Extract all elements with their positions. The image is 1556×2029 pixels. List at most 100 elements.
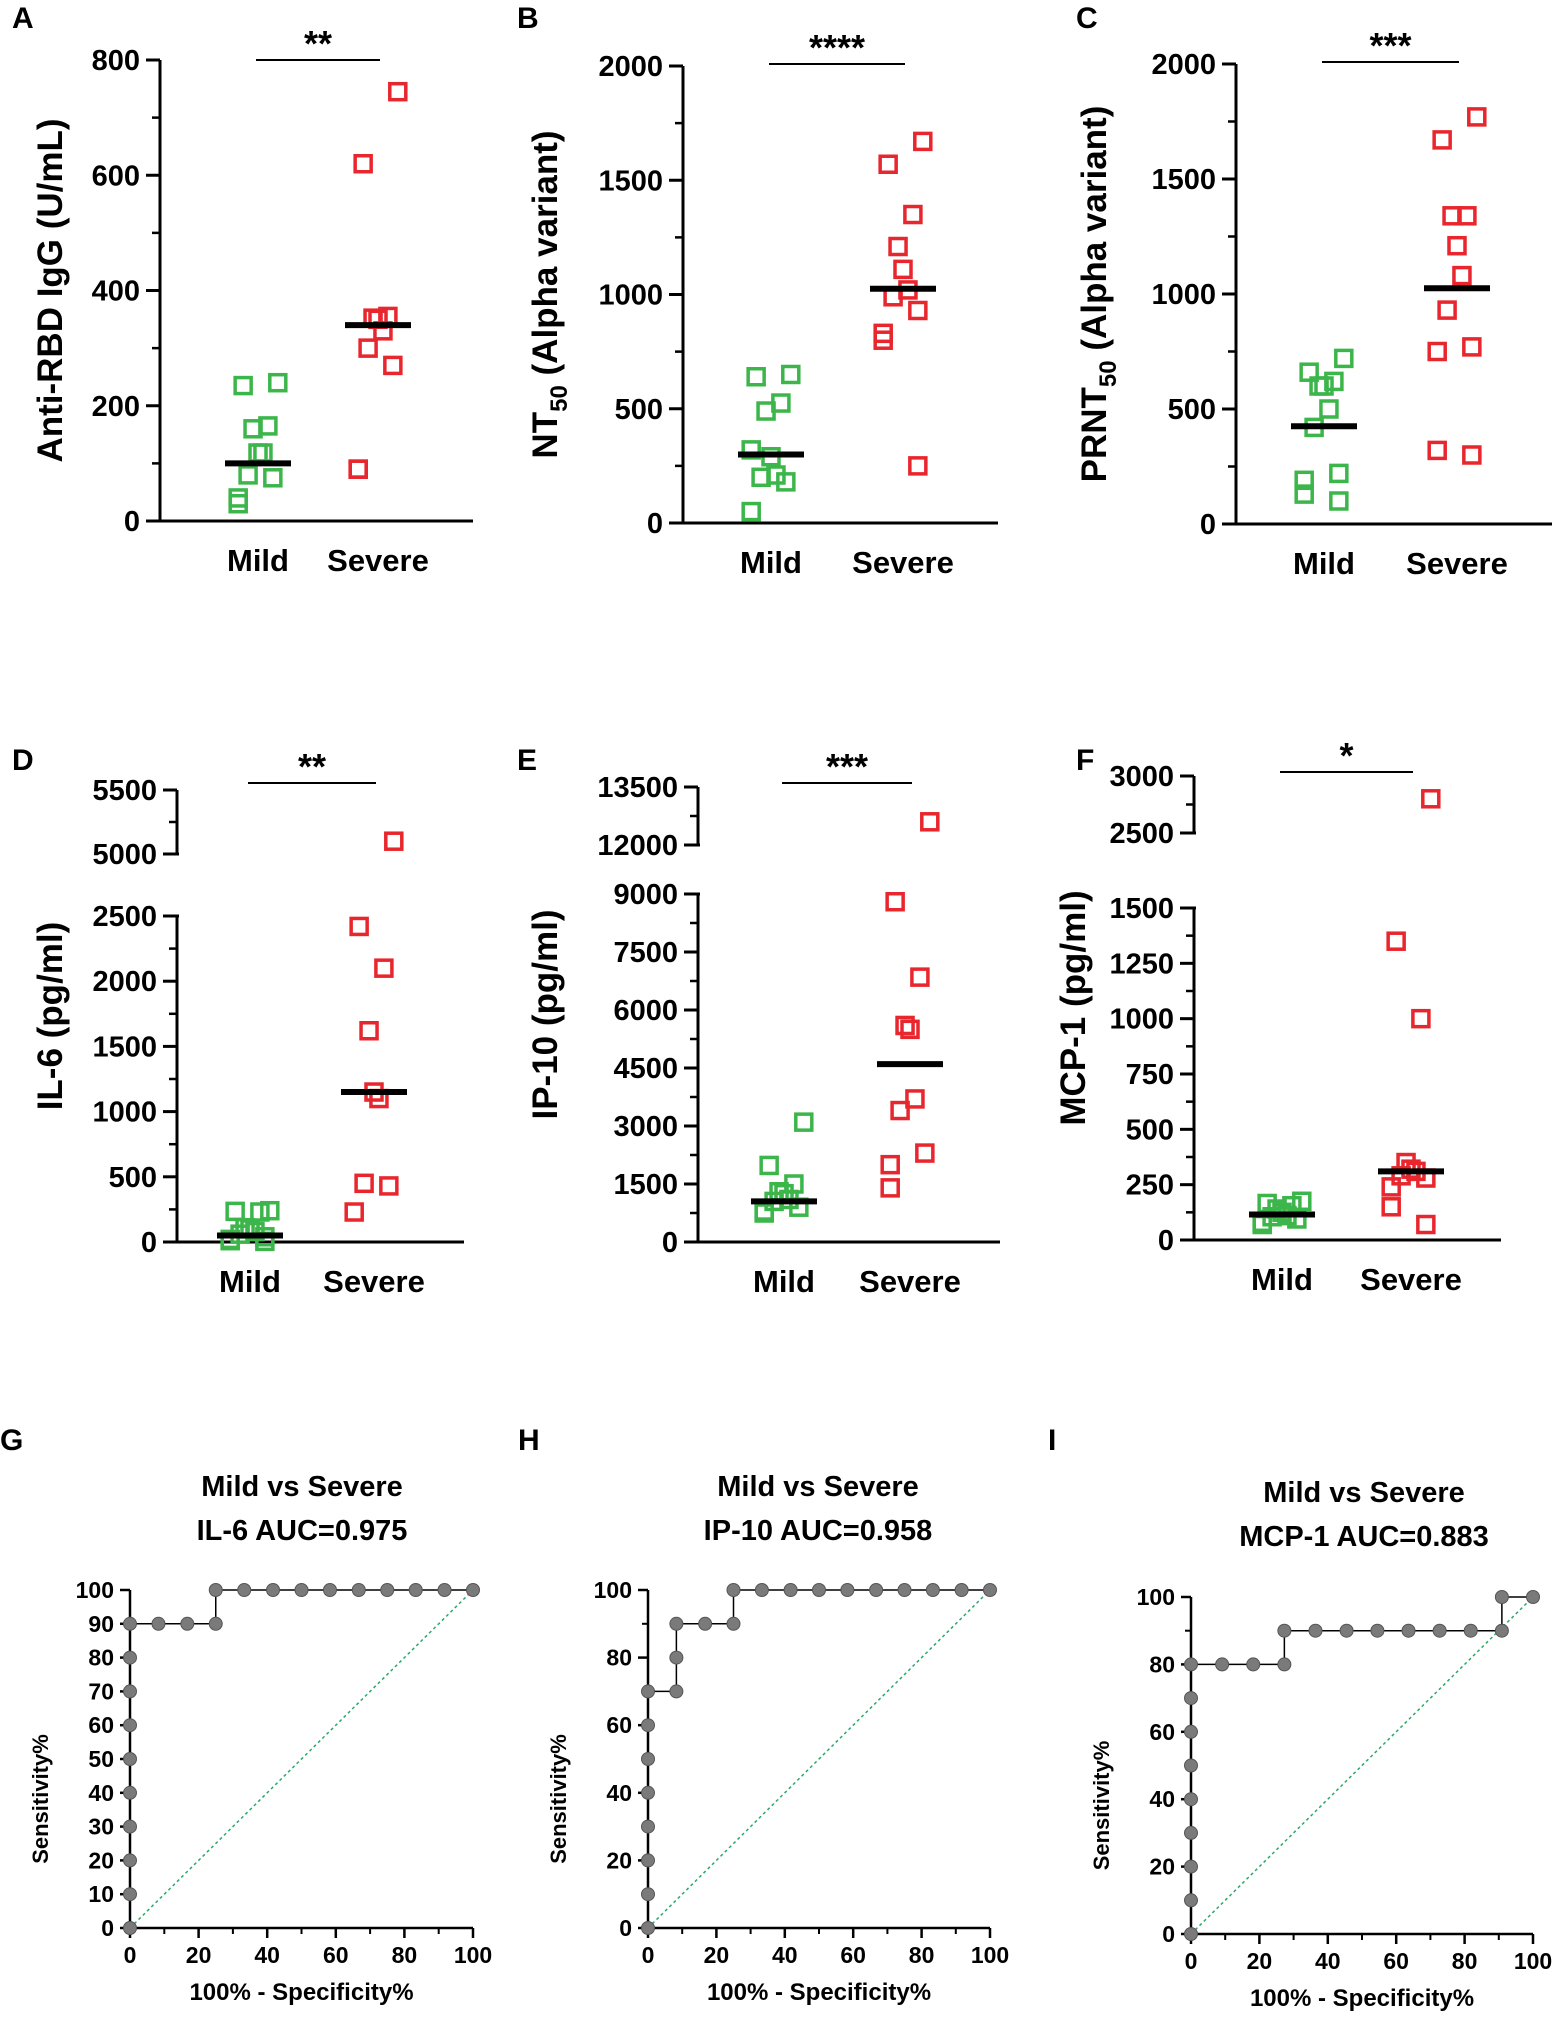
roc-point <box>840 1583 855 1597</box>
data-point-severe <box>910 967 930 987</box>
data-point-severe <box>374 958 394 978</box>
x-tick-label: 60 <box>840 1942 866 1968</box>
roc-point <box>812 1583 826 1597</box>
y-tick-label: 0 <box>124 506 140 538</box>
x-category-label: Mild <box>1293 546 1355 581</box>
y-tick-label: 0 <box>662 1227 678 1259</box>
panel-letter: F <box>1076 744 1094 777</box>
data-point-mild <box>1329 491 1349 511</box>
roc-point <box>641 1887 655 1902</box>
y-tick-label: 5500 <box>92 775 157 807</box>
data-point-severe <box>359 1021 379 1041</box>
y-tick-label: 2500 <box>92 901 157 933</box>
significance-stars: *** <box>1369 25 1411 66</box>
roc-point <box>123 1785 137 1800</box>
data-point-severe <box>903 204 923 225</box>
y-tick-label: 0 <box>1158 1225 1174 1257</box>
x-tick-label: 60 <box>323 1942 349 1968</box>
data-point-severe <box>1447 235 1467 256</box>
x-category-label: Mild <box>227 543 289 578</box>
roc-point <box>1494 1623 1509 1638</box>
y-tick-label: 40 <box>88 1780 114 1806</box>
x-tick-label: 100 <box>1514 1948 1552 1974</box>
roc-point <box>1370 1623 1385 1638</box>
data-point-mild <box>260 1200 280 1221</box>
roc-point <box>208 1583 223 1597</box>
roc-point <box>1184 1859 1198 1874</box>
roc-point <box>408 1583 423 1597</box>
x-tick-label: 80 <box>1452 1948 1478 1974</box>
roc-point <box>1184 1825 1198 1840</box>
significance-stars: *** <box>826 746 868 787</box>
data-point-severe <box>349 916 369 937</box>
panel-f: F 0 250 500 750 1000 1250 1500 2500 3000 MCP-1 (pg… <box>1054 735 1501 1297</box>
panel-letter: C <box>1076 2 1098 35</box>
y-tick-label: 500 <box>1126 1114 1174 1146</box>
y-axis-title-part: (Alpha variant) <box>1075 106 1114 361</box>
y-tick-label: 600 <box>92 160 140 192</box>
y-axis-title: Sensitivity% <box>1089 1741 1114 1871</box>
data-point-severe <box>890 1100 910 1121</box>
data-point-severe <box>900 1019 920 1040</box>
roc-point <box>351 1583 366 1597</box>
y-tick-label: 1500 <box>613 1169 678 1201</box>
x-tick-label: 20 <box>1247 1948 1273 1974</box>
y-axis-title-part: PRNT <box>1075 387 1114 482</box>
roc-point <box>1308 1623 1323 1638</box>
roc-point <box>322 1583 337 1597</box>
y-tick-label: 100 <box>594 1577 632 1603</box>
panel-letter: D <box>12 744 34 777</box>
chart-title: Mild vs Severe <box>717 1471 919 1503</box>
x-tick-label: 20 <box>704 1942 730 1968</box>
roc-point <box>1184 1792 1198 1807</box>
y-axis-title: PRNT50 (Alpha variant) <box>1075 106 1122 483</box>
chart-subtitle: IP-10 AUC=0.958 <box>704 1515 933 1547</box>
roc-point <box>1526 1590 1540 1604</box>
y-tick-label: 500 <box>109 1162 157 1194</box>
data-point-mild <box>228 488 248 508</box>
chart-title: Mild vs Severe <box>1263 1477 1465 1509</box>
y-tick-label: 12000 <box>597 830 678 862</box>
significance-stars: **** <box>809 27 865 68</box>
y-tick-label: 0 <box>1200 509 1216 541</box>
roc-point <box>123 1921 137 1935</box>
data-point-severe <box>915 1143 935 1163</box>
roc-point <box>1184 1893 1198 1908</box>
y-axis-title-part: NT <box>526 412 565 459</box>
roc-point <box>123 1650 137 1665</box>
data-point-severe <box>353 153 373 174</box>
y-tick-label: 13500 <box>597 772 678 804</box>
roc-point <box>437 1583 452 1597</box>
panel-c: C 0 500 1000 1500 2000 PRNT50 (Alpha variant) M… <box>1075 2 1552 581</box>
data-point-mild <box>741 440 761 460</box>
roc-point <box>641 1718 655 1733</box>
x-category-label: Severe <box>859 1264 961 1299</box>
panel-letter: E <box>517 744 537 777</box>
significance-stars: ** <box>298 746 326 787</box>
roc-point <box>726 1616 741 1631</box>
data-point-severe <box>383 355 403 376</box>
y-axis-title: Anti-RBD IgG (U/mL) <box>31 118 70 462</box>
x-tick-label: 60 <box>1383 1948 1409 1974</box>
x-tick-label: 0 <box>642 1942 655 1968</box>
roc-point <box>641 1752 655 1766</box>
roc-point <box>294 1583 309 1597</box>
data-point-severe <box>1381 1177 1401 1197</box>
roc-point <box>1277 1657 1292 1672</box>
data-point-mild <box>1329 463 1349 484</box>
y-tick-label: 30 <box>88 1814 114 1840</box>
y-axis-title: Sensitivity% <box>546 1734 571 1864</box>
y-tick-label: 50 <box>88 1746 114 1772</box>
roc-point <box>1184 1691 1198 1706</box>
x-tick-label: 40 <box>1315 1948 1341 1974</box>
y-tick-label: 60 <box>1149 1719 1175 1745</box>
data-point-severe <box>379 1176 399 1196</box>
data-point-severe <box>893 259 913 280</box>
data-point-severe <box>384 831 404 851</box>
data-point-mild <box>754 1203 774 1223</box>
data-point-severe <box>908 456 928 476</box>
y-tick-label: 0 <box>101 1915 114 1941</box>
y-tick-label: 2000 <box>598 51 663 83</box>
data-point-severe <box>1467 107 1487 127</box>
